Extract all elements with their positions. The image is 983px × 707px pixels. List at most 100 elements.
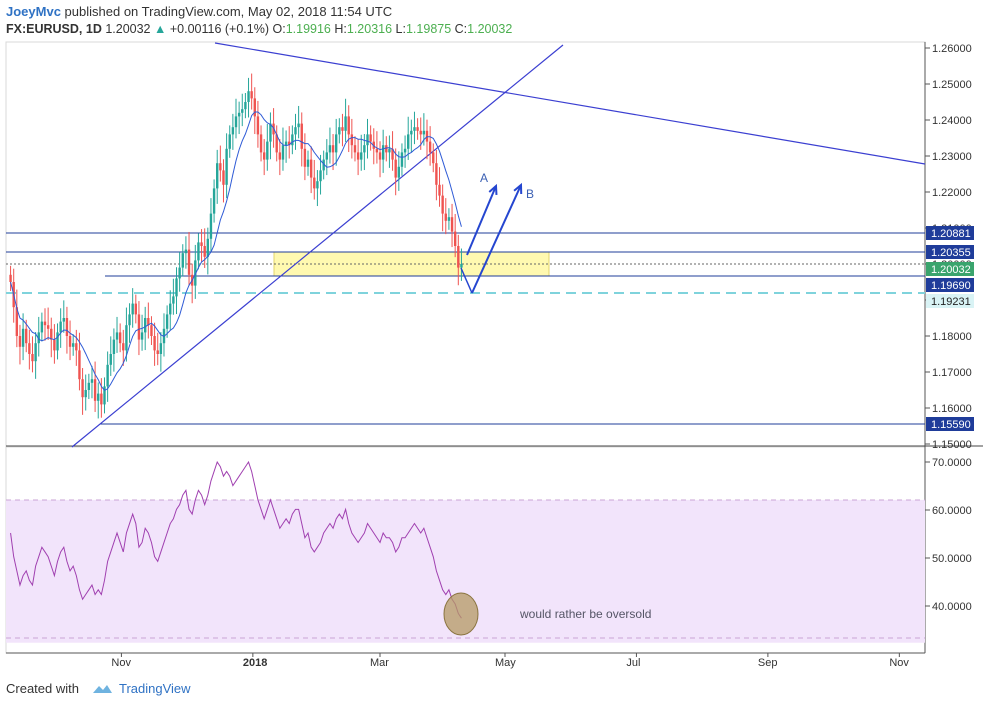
candle-body [84, 390, 87, 398]
price-label-box [926, 278, 974, 292]
candle-body [21, 328, 25, 347]
candle-body [375, 148, 379, 153]
candle-body [425, 130, 429, 142]
candle-body [228, 134, 231, 149]
candle-body [159, 343, 163, 354]
candle-body [322, 159, 325, 171]
candle-body [109, 354, 112, 365]
horizontal-lines [6, 232, 925, 425]
price-tick-label: 1.16000 [932, 403, 972, 415]
price-label-text: 1.19690 [931, 280, 971, 292]
time-tick-label: Nov [111, 657, 131, 669]
time-tick-label: Nov [889, 657, 909, 669]
candle-body [338, 127, 341, 135]
high-label: H: [334, 22, 347, 36]
price-label-text: 1.20881 [931, 228, 971, 240]
candle-body [447, 217, 451, 221]
ma-line [10, 111, 462, 392]
price-pane[interactable] [5, 41, 926, 447]
arrow-a [466, 185, 497, 256]
candle-body [9, 274, 12, 282]
candle-body [388, 148, 391, 153]
candle-body [432, 152, 435, 164]
candle-body [385, 145, 388, 153]
publish-info: published on TradingView.com, May 02, 20… [64, 4, 393, 19]
moving-average [10, 111, 462, 392]
price-label-box [926, 262, 974, 276]
candle-body [353, 145, 357, 153]
candle-body [187, 249, 191, 275]
candle-body [291, 134, 294, 146]
candle-body [435, 163, 438, 185]
candle-body [288, 141, 291, 146]
candle-body [71, 343, 75, 347]
candle-body [453, 231, 457, 246]
time-tick-label: May [495, 657, 516, 669]
footer: Created with TradingView [6, 681, 191, 696]
close-label: C: [454, 22, 468, 36]
candle-body [400, 152, 404, 167]
candle-body [150, 325, 153, 336]
candle-body [444, 213, 447, 221]
candle-body [219, 163, 222, 171]
candle-body [328, 145, 332, 153]
candle-body [147, 318, 150, 326]
candle-body [87, 382, 91, 390]
candle-body [31, 354, 34, 362]
author-link[interactable]: JoeyMvc [6, 4, 61, 19]
created-with: Created with [6, 681, 79, 696]
projection-arrows [460, 182, 523, 294]
candle-body [137, 314, 141, 340]
candle-body [309, 159, 313, 178]
rsi-line [10, 460, 479, 636]
candle-body [428, 141, 432, 153]
candle-body [165, 314, 169, 329]
candle-body [78, 350, 81, 380]
publish-line: JoeyMvc published on TradingView.com, Ma… [6, 4, 392, 19]
candle-body [306, 159, 310, 167]
candle-body [222, 170, 225, 185]
candle-body [256, 116, 260, 135]
candle-body [184, 249, 188, 254]
candle-body [153, 336, 156, 351]
candle-body [118, 332, 122, 344]
candle-body [275, 134, 278, 153]
low-label: L: [395, 22, 406, 36]
candle-body [419, 130, 422, 135]
rsi-tick-label: 60.0000 [932, 505, 972, 517]
candle-body [366, 134, 369, 146]
rsi-tick-label: 50.0000 [932, 553, 972, 565]
candle-body [363, 145, 366, 153]
candle-body [347, 116, 350, 135]
tradingview-link[interactable]: TradingView [118, 681, 191, 696]
candle-body [81, 379, 84, 398]
candle-body [300, 123, 303, 149]
label-b: B [526, 187, 534, 201]
candle-body [356, 152, 360, 160]
candle-body [407, 134, 410, 149]
candle-body [334, 134, 338, 153]
candle-body [266, 141, 269, 160]
rsi-polyline [10, 460, 462, 619]
time-tick-label: Jul [626, 657, 640, 669]
rsi-tick-label: 40.0000 [932, 601, 972, 613]
rsi-ticks: 70.0000 60.0000 50.0000 40.0000 [925, 457, 972, 613]
price-label-text: 1.20032 [931, 264, 971, 276]
candle-body [313, 177, 316, 189]
candle-body [241, 109, 244, 113]
candle-body [169, 303, 172, 315]
candle-body [247, 91, 250, 102]
candle-body [103, 386, 106, 405]
open-value: 1.19916 [285, 22, 331, 36]
candle-body [144, 318, 147, 333]
candle-body [294, 127, 297, 135]
symbol-info: FX:EURUSD, 1D 1.20032 ▲ +0.00116 (+0.1%)… [6, 22, 512, 36]
candle-body [156, 350, 159, 354]
candle-body [216, 163, 219, 189]
candle-body [175, 278, 178, 297]
candle-body [56, 332, 59, 351]
time-ticks: Nov 2018 Mar May Jul Sep Nov [111, 653, 909, 669]
candle-body [106, 364, 109, 387]
candle-body [122, 343, 125, 351]
